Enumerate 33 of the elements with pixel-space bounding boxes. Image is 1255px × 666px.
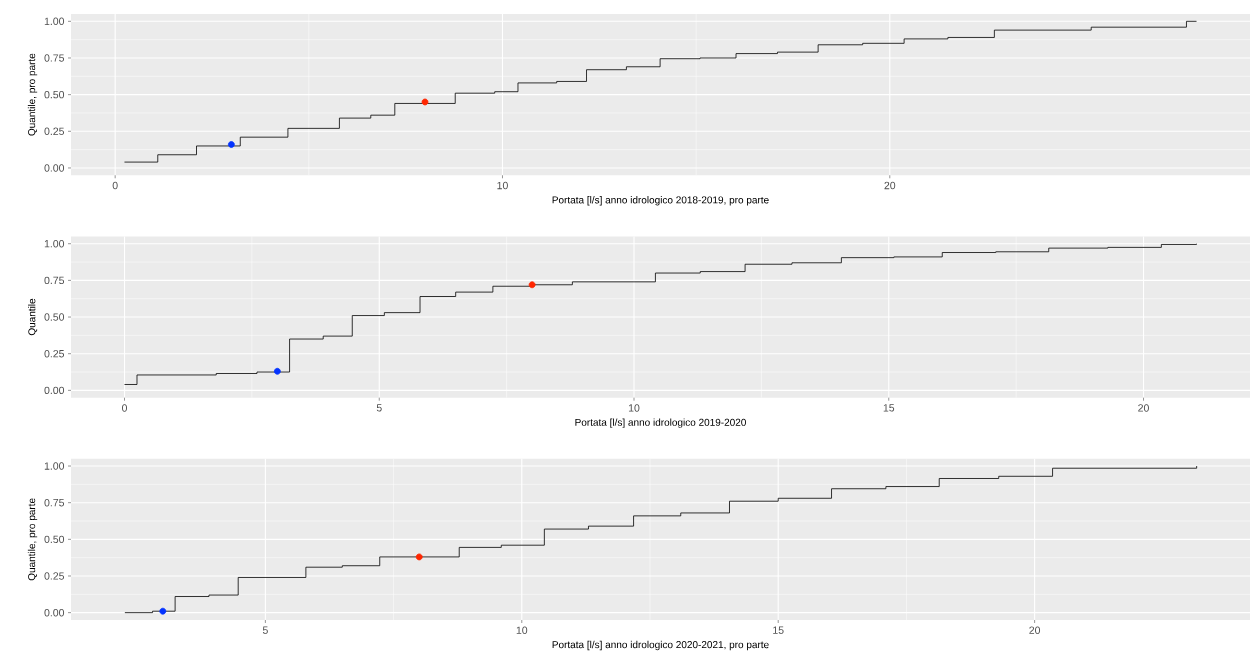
y-tick-label: 0.25 — [44, 127, 65, 136]
y-tick-label: 0.50 — [44, 90, 65, 99]
x-tick-label: 5 — [262, 626, 268, 634]
x-tick-label: 0 — [112, 181, 118, 190]
y-tick-label: 0.00 — [44, 386, 65, 395]
x-tick-label: 15 — [883, 404, 895, 412]
y-tick-label: 1.00 — [44, 240, 65, 248]
y-axis-title: Quantile — [28, 298, 38, 336]
y-tick-label: 0.75 — [44, 276, 65, 285]
y-tick-label: 0.75 — [44, 54, 65, 62]
x-tick-label: 0 — [122, 404, 128, 412]
x-tick-label: 15 — [773, 626, 784, 634]
y-tick-label: 0.25 — [44, 349, 65, 358]
y-tick-label: 0.00 — [44, 164, 65, 172]
y-tick-label: 0.50 — [44, 313, 65, 321]
x-axis-title: Portata [l/s] anno idrologico 2019-2020 — [575, 418, 746, 428]
y-tick-label: 1.00 — [44, 17, 65, 26]
y-axis-title: Quantile, pro parte — [27, 498, 38, 581]
y-tick-label: 0.00 — [44, 608, 65, 617]
x-tick-label: 10 — [516, 626, 528, 634]
y-tick-label: 1.00 — [44, 462, 65, 470]
x-tick-label: 10 — [628, 404, 640, 412]
y-tick-label: 0.25 — [44, 572, 65, 580]
x-axis-title: Portata [l/s] anno idrologico 2020-2021, pro parte — [552, 640, 769, 651]
y-tick-label: 0.50 — [44, 535, 65, 544]
y-tick-label: 0.75 — [44, 498, 65, 507]
y-axis-title: Quantile, pro parte — [27, 53, 38, 136]
x-tick-label: 20 — [1138, 404, 1149, 412]
x-tick-label: 5 — [376, 404, 382, 412]
x-tick-label: 10 — [497, 181, 508, 190]
x-axis-title: Portata [l/s] anno idrologico 2018-2019, pro parte — [552, 196, 769, 206]
x-tick-label: 20 — [884, 181, 896, 190]
x-tick-label: 20 — [1029, 626, 1041, 634]
